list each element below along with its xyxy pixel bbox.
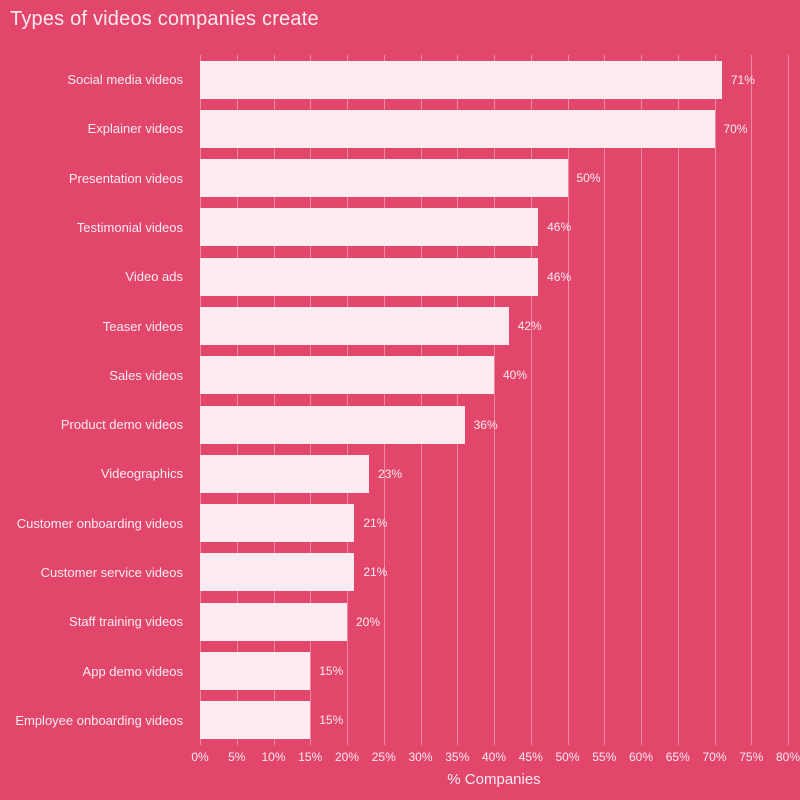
- bar-value-label: 46%: [547, 269, 572, 284]
- bar-row: 20%: [200, 597, 788, 646]
- gridline: [530, 55, 532, 745]
- bar: [200, 159, 568, 198]
- x-tick-label: 10%: [261, 750, 286, 764]
- bar-value-label: 15%: [319, 713, 344, 728]
- gridline: [310, 55, 312, 745]
- bar-value-label: 42%: [517, 319, 542, 334]
- category-label: Video ads: [125, 269, 183, 285]
- category-label: Presentation videos: [68, 170, 183, 186]
- bar-row: 71%: [200, 55, 788, 104]
- bar: [200, 701, 311, 740]
- bar: [200, 208, 539, 247]
- bar-value-label: 20%: [356, 614, 381, 629]
- bar-value-label: 40%: [503, 368, 528, 383]
- bar-value-label: 23%: [378, 466, 403, 481]
- category-label: Staff training videos: [69, 614, 183, 630]
- bar: [200, 257, 539, 296]
- category-label: Explainer videos: [87, 121, 183, 137]
- bar-row: 23%: [200, 449, 788, 498]
- bar-row: 36%: [200, 400, 788, 449]
- gridline: [347, 55, 348, 745]
- x-tick-label: 80%: [775, 750, 800, 764]
- x-tick-label: 30%: [408, 750, 433, 764]
- bar: [200, 356, 494, 395]
- x-tick-label: 5%: [228, 750, 246, 764]
- category-label: Testimonial videos: [76, 219, 183, 235]
- bar-row: 46%: [200, 203, 788, 252]
- bar: [200, 504, 355, 543]
- bar-value-label: 50%: [576, 171, 601, 186]
- bar: [200, 602, 347, 641]
- bar-value-label: 36%: [473, 417, 498, 432]
- category-labels: Social media videos Explainer videos Prese…: [0, 55, 192, 745]
- x-tick-label: 0%: [191, 750, 209, 764]
- x-tick-label: 15%: [298, 750, 323, 764]
- category-label: Videographics: [100, 466, 183, 482]
- category-label: Social media videos: [67, 72, 183, 88]
- category-label: App demo videos: [82, 663, 183, 679]
- gridline: [677, 55, 679, 745]
- x-tick-label: 45%: [518, 750, 543, 764]
- gridline: [200, 55, 201, 745]
- category-label: Teaser videos: [102, 318, 183, 334]
- gridline: [567, 55, 569, 745]
- bar-value-label: 46%: [547, 220, 572, 235]
- category-label: Product demo videos: [60, 417, 183, 433]
- bar: [200, 109, 715, 148]
- gridline: [788, 55, 789, 745]
- x-tick-label: 60%: [628, 750, 654, 764]
- x-tick-label: 50%: [555, 750, 580, 764]
- category-label: Customer service videos: [40, 564, 183, 580]
- bar: [200, 454, 370, 493]
- x-tick-label: 25%: [371, 750, 396, 764]
- x-tick-label: 20%: [334, 750, 360, 764]
- gridline: [714, 55, 716, 745]
- x-tick-label: 70%: [702, 750, 727, 764]
- bar-row: 70%: [200, 104, 788, 153]
- bar-row: 42%: [200, 301, 788, 350]
- x-tick-label: 55%: [592, 750, 617, 764]
- bar: [200, 405, 465, 444]
- bar-value-label: 15%: [319, 664, 344, 679]
- bar-row: 50%: [200, 154, 788, 203]
- gridline: [604, 55, 606, 745]
- gridline: [236, 55, 238, 745]
- x-axis-label: % Companies: [447, 771, 541, 788]
- category-label: Employee onboarding videos: [15, 712, 183, 728]
- x-tick-label: 40%: [481, 750, 507, 764]
- gridline: [383, 55, 385, 745]
- chart-title: Types of videos companies create: [10, 8, 319, 30]
- gridline: [420, 55, 422, 745]
- bar-value-label: 70%: [723, 121, 748, 136]
- x-tick-label: 65%: [665, 750, 690, 764]
- gridline: [751, 55, 753, 745]
- gridline: [494, 55, 495, 745]
- plot-area: 71% 70% 50% 46% 46% 42% 40% 36% 23% 21% 21% 20% 15% 1…: [200, 55, 789, 745]
- category-label: Sales videos: [109, 367, 183, 383]
- x-tick-label: 35%: [445, 750, 470, 764]
- bar-row: 15%: [200, 646, 788, 695]
- bar: [200, 652, 311, 691]
- bar-row: 15%: [200, 696, 788, 745]
- bar-row: 21%: [200, 499, 788, 548]
- bar-row: 46%: [200, 252, 788, 301]
- bar-row: 40%: [200, 351, 788, 400]
- gridline: [641, 55, 642, 745]
- bar: [200, 307, 509, 346]
- bar: [200, 553, 355, 592]
- x-tick-label: 75%: [739, 750, 764, 764]
- bar-row: 21%: [200, 548, 788, 597]
- gridline: [273, 55, 275, 745]
- bar: [200, 60, 722, 99]
- bar-value-label: 71%: [730, 72, 755, 87]
- gridline: [457, 55, 459, 745]
- bar-value-label: 21%: [363, 516, 388, 531]
- bar-value-label: 21%: [363, 565, 388, 580]
- category-label: Customer onboarding videos: [16, 515, 183, 531]
- x-axis-ticks: 0% 5% 10% 15% 20% 25% 30% 35% 40% 45% 50% 55% 60% 65%…: [191, 750, 800, 766]
